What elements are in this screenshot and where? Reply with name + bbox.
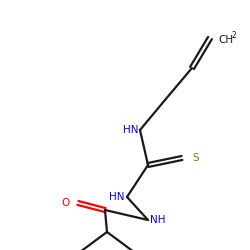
Text: S: S <box>192 153 198 163</box>
Text: NH: NH <box>150 215 166 225</box>
Text: HN: HN <box>122 125 138 135</box>
Text: CH: CH <box>218 35 233 45</box>
Text: HN: HN <box>110 192 125 202</box>
Text: 2: 2 <box>232 30 237 40</box>
Text: O: O <box>62 198 70 208</box>
